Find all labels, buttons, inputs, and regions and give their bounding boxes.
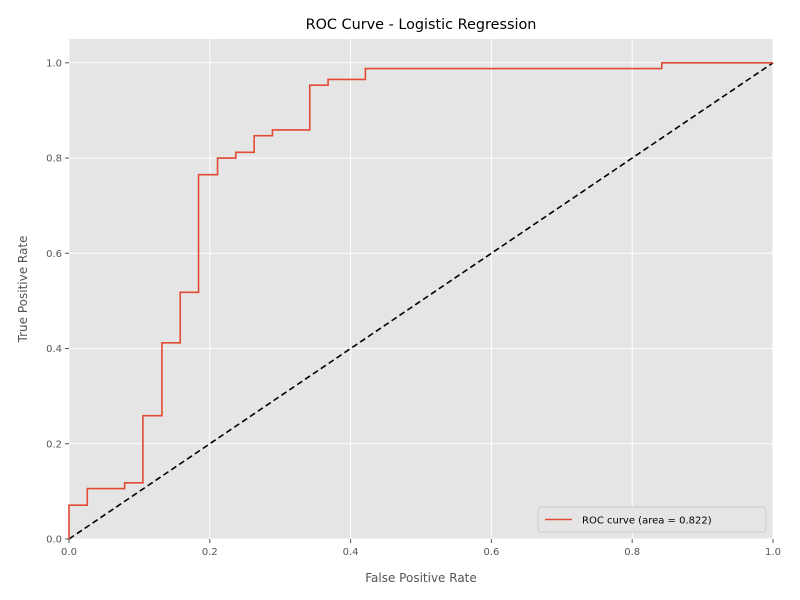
x-tick-label: 0.6 [483,547,499,558]
x-tick-label: 1.0 [765,547,781,558]
x-tick-label: 0.0 [61,547,77,558]
y-tick-label: 0.6 [46,249,62,260]
y-tick-label: 0.0 [46,535,62,546]
legend-label: ROC curve (area = 0.822) [582,516,712,527]
y-tick-label: 1.0 [46,58,62,69]
series-group [68,62,774,540]
x-tick-label: 0.4 [343,547,359,558]
x-axis-label: False Positive Rate [365,571,477,585]
x-axis-ticks: 0.0 0.2 0.4 0.6 0.8 1.0 [61,539,781,558]
legend: ROC curve (area = 0.822) [537,506,767,533]
chart-title: ROC Curve - Logistic Regression [306,17,537,33]
y-tick-label: 0.2 [46,439,62,450]
grid-lines [68,39,774,540]
x-tick-label: 0.8 [624,547,640,558]
y-tick-label: 0.8 [46,154,62,165]
x-tick-label: 0.2 [202,547,218,558]
legend-box [537,506,767,533]
plot-background [69,39,773,539]
diagonal-reference-line [68,62,774,540]
y-axis-label: True Positive Rate [16,236,30,344]
roc-curve-line [68,62,773,539]
y-axis-ticks: 0.0 0.2 0.4 0.6 0.8 1.0 [46,58,69,546]
y-tick-label: 0.4 [46,344,62,355]
